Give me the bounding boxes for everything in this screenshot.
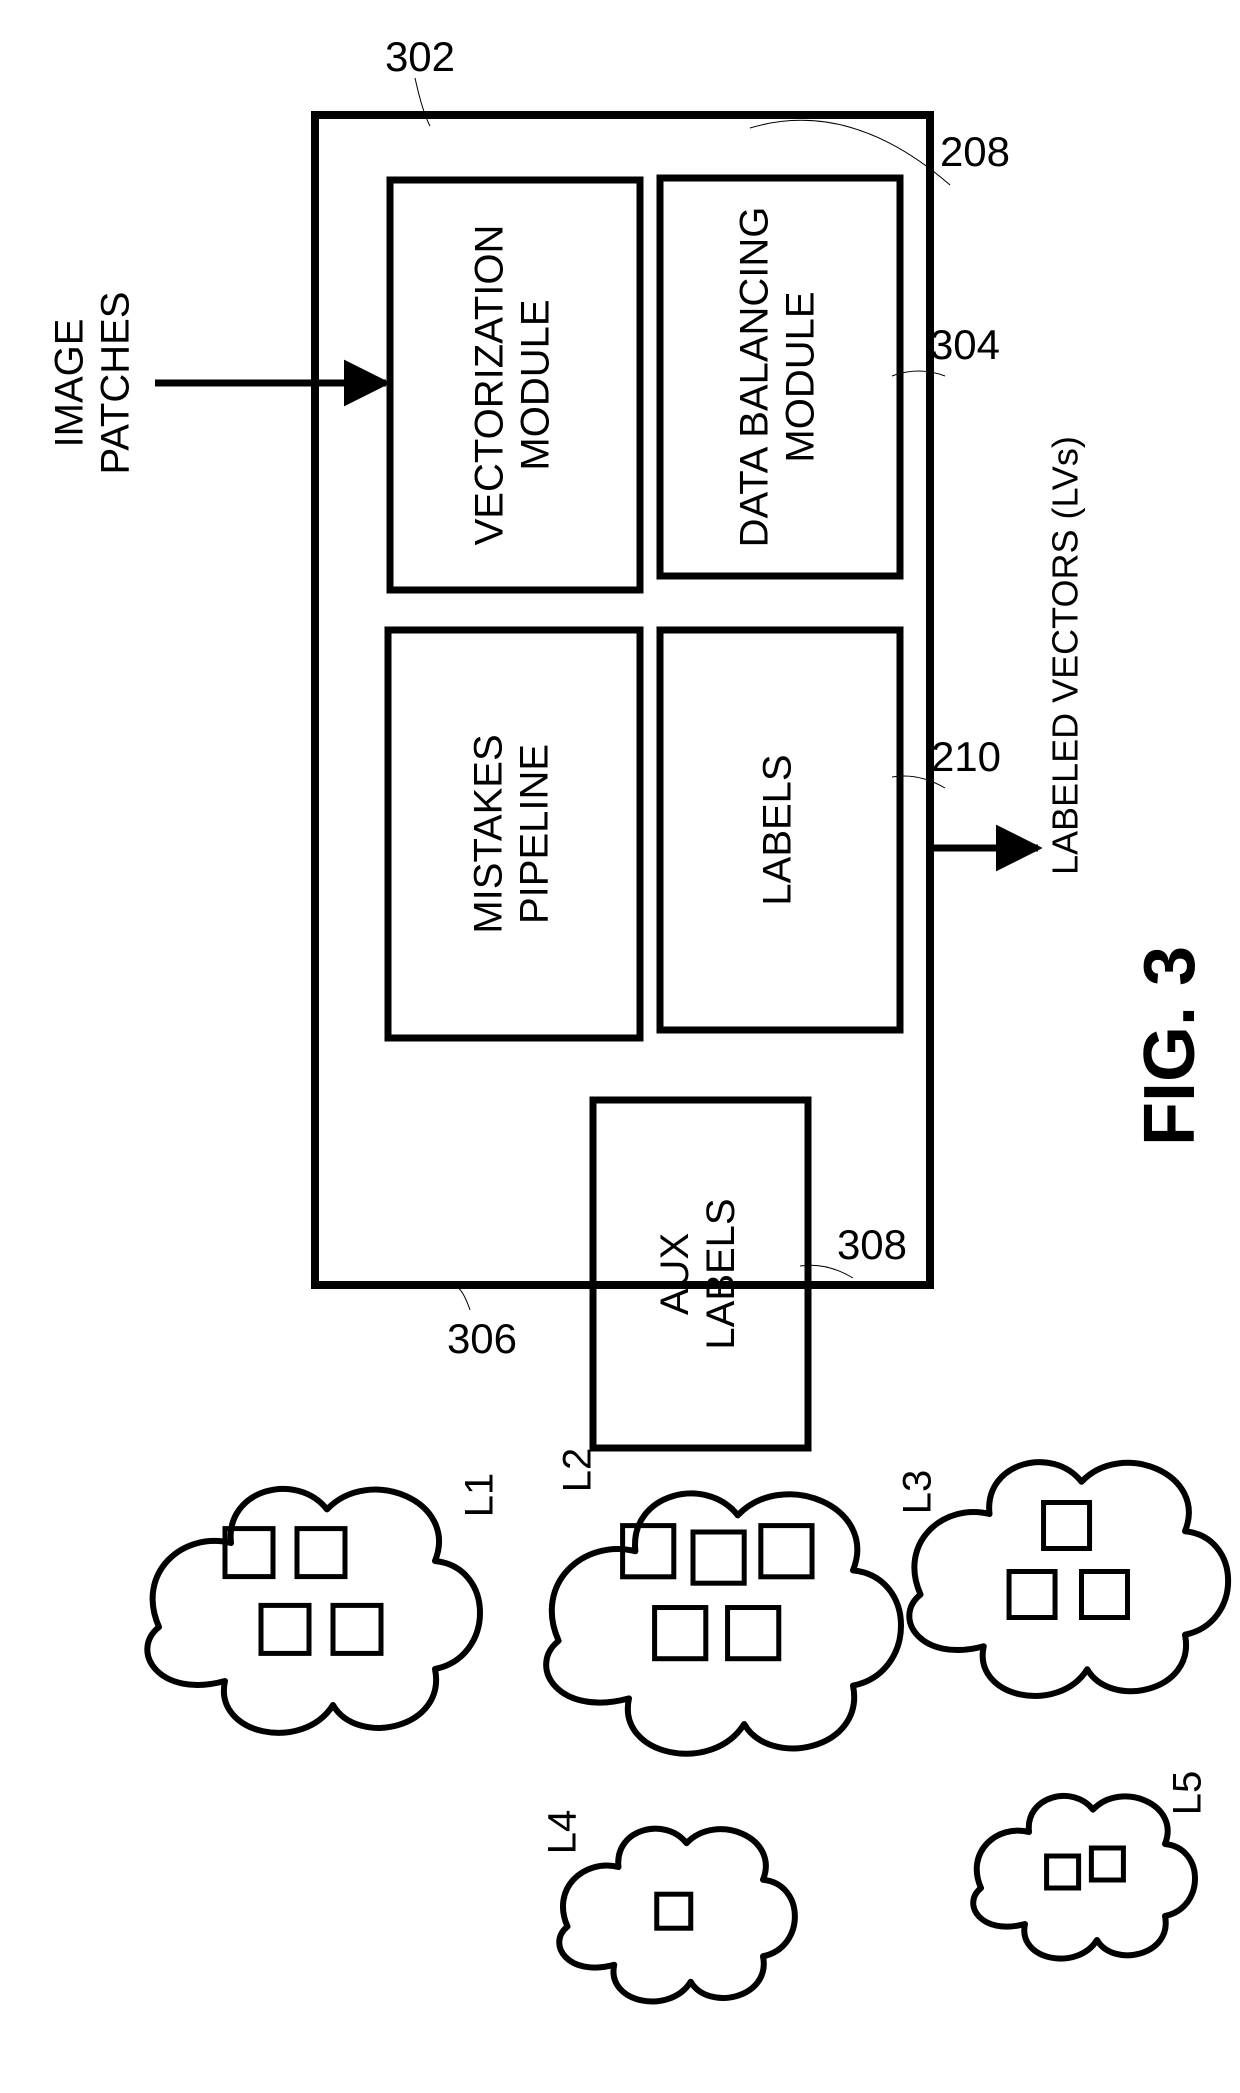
ref-308: 308 bbox=[837, 1221, 907, 1268]
cloud-label-L1: L1 bbox=[458, 1473, 502, 1518]
output-label-text: LABELED VECTORS (LVs) bbox=[1045, 436, 1086, 875]
cloud-square bbox=[655, 1608, 706, 1659]
cloud-label-L2: L2 bbox=[556, 1448, 600, 1493]
cloud-outline bbox=[147, 1489, 480, 1733]
cloud-square bbox=[1082, 1572, 1128, 1618]
mistakes-label-line-1: PIPELINE bbox=[513, 744, 557, 924]
cloud-L1 bbox=[147, 1489, 480, 1733]
input-label: IMAGEPATCHES bbox=[48, 292, 138, 475]
labels-label-line-0: LABELS bbox=[756, 754, 800, 905]
data_balancing-label-line-0: DATA BALANCING bbox=[733, 207, 777, 548]
cloud-square bbox=[1047, 1856, 1079, 1888]
labels-box: LABELS 210 bbox=[660, 630, 1001, 1030]
cloud-L5 bbox=[973, 1796, 1195, 1959]
cloud-outline bbox=[559, 1829, 795, 2002]
cloud-L4 bbox=[559, 1829, 795, 2002]
data_balancing-label-line-1: MODULE bbox=[779, 291, 823, 462]
figure-label-text: FIG. 3 bbox=[1130, 946, 1210, 1146]
cloud-outline bbox=[909, 1462, 1228, 1696]
ref-304: 304 bbox=[930, 321, 1000, 368]
cloud-square bbox=[1091, 1848, 1123, 1880]
cloud-square bbox=[261, 1605, 309, 1653]
input-label-line-0: IMAGE bbox=[48, 319, 92, 448]
cloud-square bbox=[1044, 1503, 1090, 1549]
aux_labels-box: AUXLABELS 308 bbox=[593, 1100, 907, 1448]
input-label-line-1: PATCHES bbox=[94, 292, 138, 475]
cloud-label-L4: L4 bbox=[541, 1810, 585, 1855]
cloud-label-L3: L3 bbox=[896, 1470, 940, 1515]
cloud-square bbox=[693, 1532, 744, 1583]
callout-line bbox=[455, 1286, 470, 1310]
cloud-L3 bbox=[909, 1462, 1228, 1696]
output-label: LABELED VECTORS (LVs) bbox=[1045, 436, 1086, 875]
cloud-square bbox=[333, 1605, 381, 1653]
vectorization-label-line-1: MODULE bbox=[514, 299, 558, 470]
ref-302: 302 bbox=[385, 33, 455, 80]
cloud-square bbox=[728, 1608, 779, 1659]
aux_labels-label-line-1: LABELS bbox=[699, 1198, 743, 1349]
ref-306: 306 bbox=[447, 1315, 517, 1362]
figure-label: FIG. 3 bbox=[1130, 946, 1210, 1146]
ref-210: 210 bbox=[931, 733, 1001, 780]
ref-208: 208 bbox=[940, 128, 1010, 175]
vectorization-label-line-0: VECTORIZATION bbox=[468, 225, 512, 546]
mistakes-label-line-0: MISTAKES bbox=[467, 734, 511, 933]
cloud-square bbox=[1009, 1572, 1055, 1618]
aux_labels-label-line-0: AUX bbox=[653, 1233, 697, 1315]
cloud-square bbox=[657, 1894, 691, 1928]
cloud-outline bbox=[973, 1796, 1195, 1959]
cloud-label-L5: L5 bbox=[1166, 1771, 1210, 1816]
cloud-square bbox=[297, 1529, 345, 1577]
cloud-square bbox=[761, 1526, 812, 1577]
data_balancing-box: DATA BALANCINGMODULE 304 bbox=[660, 178, 1000, 576]
mistakes-box: MISTAKESPIPELINE 306 bbox=[388, 630, 640, 1362]
cloud-L2 bbox=[546, 1493, 901, 1753]
